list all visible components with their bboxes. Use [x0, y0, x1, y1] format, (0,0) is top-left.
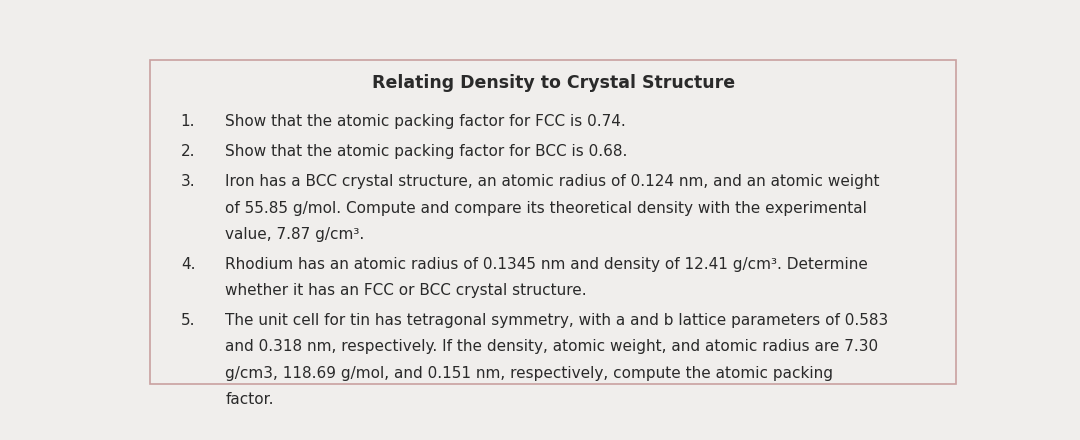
Text: and 0.318 nm, respectively. If the density, atomic weight, and atomic radius are: and 0.318 nm, respectively. If the densi…	[226, 339, 878, 355]
Text: 3.: 3.	[180, 174, 195, 189]
Text: 4.: 4.	[180, 257, 195, 272]
Text: 1.: 1.	[180, 114, 195, 129]
Text: Rhodium has an atomic radius of 0.1345 nm and density of 12.41 g/cm³. Determine: Rhodium has an atomic radius of 0.1345 n…	[226, 257, 868, 272]
Text: Show that the atomic packing factor for BCC is 0.68.: Show that the atomic packing factor for …	[226, 144, 627, 159]
FancyBboxPatch shape	[150, 59, 956, 384]
Text: Show that the atomic packing factor for FCC is 0.74.: Show that the atomic packing factor for …	[226, 114, 626, 129]
Text: of 55.85 g/mol. Compute and compare its theoretical density with the experimenta: of 55.85 g/mol. Compute and compare its …	[226, 201, 867, 216]
Text: whether it has an FCC or BCC crystal structure.: whether it has an FCC or BCC crystal str…	[226, 283, 588, 298]
Text: The unit cell for tin has tetragonal symmetry, with a and b lattice parameters o: The unit cell for tin has tetragonal sym…	[226, 313, 889, 328]
Text: Iron has a BCC crystal structure, an atomic radius of 0.124 nm, and an atomic we: Iron has a BCC crystal structure, an ato…	[226, 174, 880, 189]
Text: 2.: 2.	[180, 144, 195, 159]
Text: value, 7.87 g/cm³.: value, 7.87 g/cm³.	[226, 227, 365, 242]
Text: 5.: 5.	[180, 313, 195, 328]
Text: g/cm3, 118.69 g/mol, and 0.151 nm, respectively, compute the atomic packing: g/cm3, 118.69 g/mol, and 0.151 nm, respe…	[226, 366, 834, 381]
Text: factor.: factor.	[226, 392, 274, 407]
Text: Relating Density to Crystal Structure: Relating Density to Crystal Structure	[372, 74, 735, 92]
